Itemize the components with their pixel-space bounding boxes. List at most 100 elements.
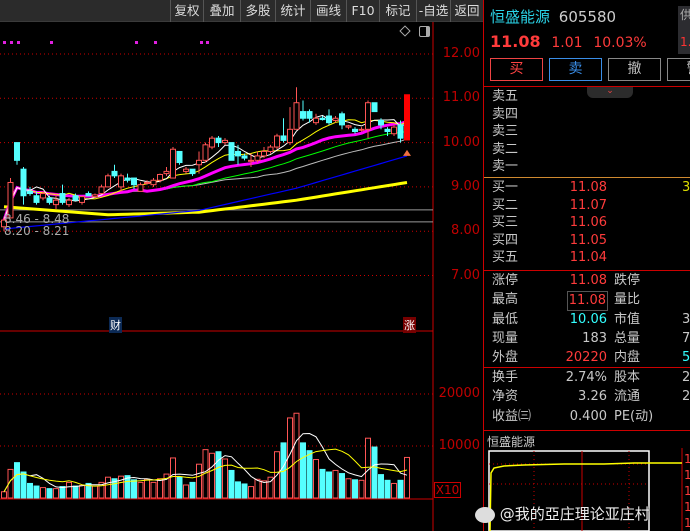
toolbar-button-3[interactable]: 统计 — [275, 0, 310, 22]
candle-up — [313, 117, 319, 124]
price-change-pct: 10.03% — [593, 35, 647, 51]
candle-down — [371, 102, 378, 113]
volume-bar — [209, 452, 215, 499]
bid-row: 买一 11.08 3 — [492, 179, 690, 197]
bid-label: 买三 — [492, 215, 519, 231]
volume-ma10-line — [3, 448, 408, 493]
toolbar-button-6[interactable]: 标记 — [379, 0, 416, 22]
candle-down — [241, 155, 248, 159]
mini-axis-tick: 11 — [684, 452, 690, 466]
buy-button[interactable]: 买 — [490, 58, 543, 81]
candle-up — [183, 168, 189, 172]
candle-down — [131, 177, 137, 186]
ask-row: 卖一 — [492, 158, 690, 176]
candle-up — [358, 128, 365, 131]
volume-bar — [66, 481, 72, 499]
candle-up — [53, 199, 59, 206]
volume-bar — [7, 468, 14, 499]
volume-bar — [105, 476, 111, 499]
toolbar-button-5[interactable]: F10 — [346, 0, 379, 22]
volume-bar — [248, 486, 254, 499]
volume-bar — [176, 476, 183, 499]
stat-value: 11.08 — [566, 291, 608, 312]
volume-bar — [313, 459, 319, 499]
toolbar-button-0[interactable]: 复权 — [170, 0, 203, 22]
stat-row: 现量 183 总量 7 — [492, 330, 690, 348]
bid-price: 11.08 — [569, 180, 607, 195]
candle-up — [248, 159, 254, 162]
price-tick: 11.00 — [442, 90, 480, 106]
volume-bar — [332, 469, 339, 499]
bid-label: 买二 — [492, 197, 519, 213]
sell-button[interactable]: 卖 — [549, 58, 602, 81]
volume-bar — [397, 479, 404, 499]
stat-value: 3 — [682, 311, 690, 327]
candle-down — [72, 195, 79, 201]
candle-up — [254, 155, 261, 161]
toolbar-button-1[interactable]: 叠加 — [203, 0, 240, 22]
bid-volume: 3 — [682, 180, 690, 195]
side-tab[interactable]: 供 1. — [678, 6, 690, 54]
divider — [484, 86, 690, 87]
volume-bar — [358, 479, 365, 499]
price-tick: 7.00 — [451, 267, 480, 283]
ma5-line — [3, 114, 408, 221]
panel-toggle-icon[interactable] — [419, 26, 430, 37]
stat-label: 市值 — [614, 311, 641, 327]
signal-dot — [200, 41, 203, 44]
signal-dot — [154, 41, 157, 44]
candle-up — [105, 175, 111, 188]
bid-row: 买五 11.04 — [492, 249, 690, 267]
cancel-order-button[interactable]: 撤 — [608, 58, 661, 81]
stat-label: 现量 — [492, 330, 519, 346]
kline-chart[interactable] — [0, 22, 483, 531]
finance-row: 净资 3.26 流通 2 — [492, 388, 690, 406]
bid-label: 买五 — [492, 250, 519, 266]
side-tab-value: 1. — [680, 35, 690, 49]
candle-down — [111, 170, 118, 177]
candle-up — [170, 148, 176, 179]
finance-value: 3.26 — [578, 389, 607, 405]
finance-row: 收益㈢ 0.400 PE(动) — [492, 408, 690, 426]
volume-bar — [196, 463, 202, 499]
intraday-mini-chart — [488, 448, 683, 531]
volume-bar — [300, 442, 306, 499]
toolbar-button-2[interactable]: 多股 — [240, 0, 275, 22]
limit-up-marker[interactable]: 涨 — [403, 317, 416, 333]
stat-label: 内盘 — [614, 350, 641, 366]
stat-row: 外盘 20220 内盘 5 — [492, 349, 690, 367]
toolbar-button-4[interactable]: 画线 — [310, 0, 346, 22]
signal-dot — [206, 41, 209, 44]
finance-value: 2.74% — [565, 370, 607, 385]
volume-bar — [85, 482, 92, 499]
volume-bar — [131, 479, 137, 499]
stat-row: 最低 10.06 市值 3 — [492, 311, 690, 329]
candle-down — [20, 168, 27, 197]
toolbar-button-7[interactable]: -自选 — [416, 0, 450, 22]
finance-marker[interactable]: 财 — [109, 317, 122, 333]
candle-up — [222, 139, 228, 144]
candle-down — [235, 150, 241, 157]
bid-label: 买四 — [492, 232, 519, 248]
volume-bar — [27, 482, 33, 499]
mini-axis-tick: 10 — [684, 500, 690, 514]
bid-row: 买四 11.05 — [492, 232, 690, 250]
signal-dot — [10, 41, 13, 44]
watermark-text: @我的亞庄理论亚庄村 — [499, 505, 650, 523]
expand-chevron-icon[interactable]: ⌄ — [587, 87, 633, 98]
volume-bar — [261, 480, 267, 499]
weibo-icon — [475, 506, 495, 523]
volume-ma5-line — [3, 432, 408, 493]
volume-bar — [189, 481, 196, 499]
stat-value: 183 — [582, 330, 607, 346]
candle-up — [365, 102, 371, 130]
volume-bar — [215, 451, 222, 499]
finance-value: 0.400 — [569, 408, 607, 424]
volume-bar — [345, 478, 352, 499]
quote-panel: 恒盛能源 605580 11.08 1.01 10.03% 供 1. 买 卖 撤… — [483, 0, 690, 531]
alert-button[interactable]: 警 — [667, 58, 690, 81]
volume-bar — [183, 484, 189, 499]
ma-long-blue-line — [3, 155, 408, 230]
volume-bar — [72, 485, 79, 499]
toolbar-button-8[interactable]: 返回 — [450, 0, 483, 22]
